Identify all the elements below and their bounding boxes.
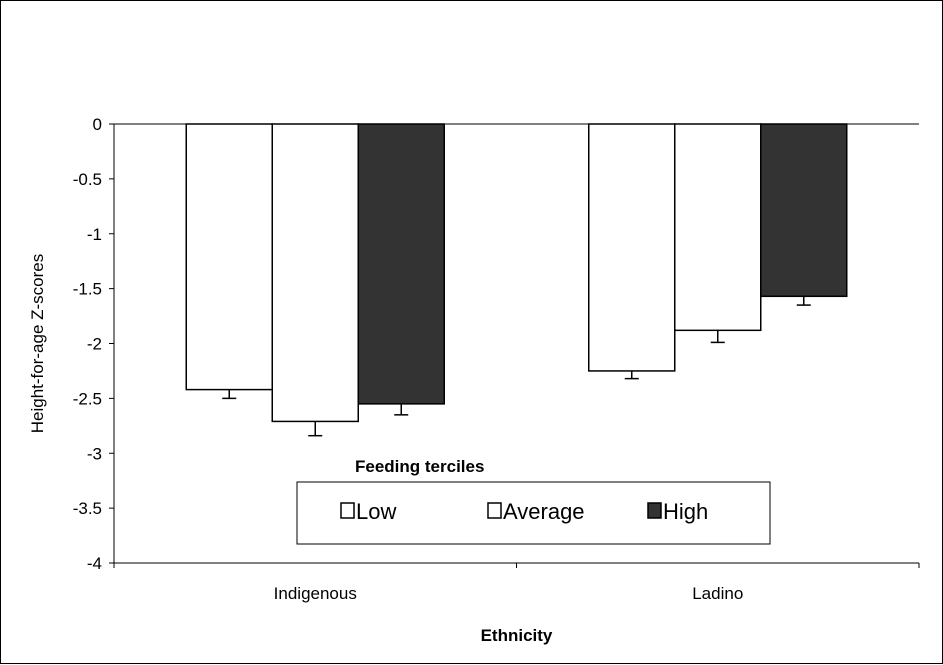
legend-label-high: High xyxy=(663,499,708,524)
legend-swatch-low xyxy=(340,502,355,519)
y-axis-title: Height-for-age Z-scores xyxy=(28,254,47,434)
legend-swatch-high xyxy=(647,502,662,519)
bar-average-indigenous xyxy=(271,123,359,423)
y-tick-label: -3.5 xyxy=(73,499,102,518)
plot-area xyxy=(185,123,848,437)
y-tick-label: -0.5 xyxy=(73,170,102,189)
legend-swatch-average xyxy=(487,502,502,519)
bar-high-indigenous xyxy=(357,123,445,405)
legend-label-average: Average xyxy=(503,499,585,524)
y-tick-label: -1.5 xyxy=(73,280,102,299)
bar-average-ladino xyxy=(674,123,762,332)
bar-low-ladino xyxy=(588,123,676,372)
x-category-label: Ladino xyxy=(692,584,743,603)
bar-low-indigenous xyxy=(185,123,273,391)
y-tick-label: -2 xyxy=(87,335,102,354)
x-category-label: Indigenous xyxy=(274,584,357,603)
y-tick-label: -2.5 xyxy=(73,389,102,408)
legend: Feeding terciles Low Average High xyxy=(296,457,771,545)
x-axis: Indigenous Ladino xyxy=(113,123,920,603)
y-tick-label: 0 xyxy=(93,115,102,134)
legend-box xyxy=(296,481,771,545)
y-tick-label: -3 xyxy=(87,444,102,463)
x-axis-title: Ethnicity xyxy=(481,626,553,645)
legend-title: Feeding terciles xyxy=(355,457,484,476)
y-tick-label: -4 xyxy=(87,554,102,573)
y-axis: 0 -0.5 -1 -1.5 -2 -2.5 -3 -3.5 -4 xyxy=(73,115,115,573)
bar-high-ladino xyxy=(760,123,848,298)
y-tick-label: -1 xyxy=(87,225,102,244)
legend-label-low: Low xyxy=(356,499,396,524)
